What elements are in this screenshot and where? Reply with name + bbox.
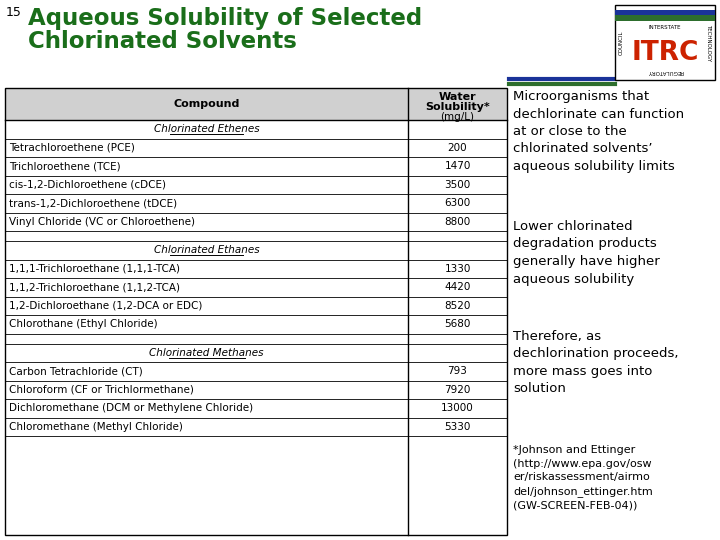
Text: Chloroform (CF or Trichlormethane): Chloroform (CF or Trichlormethane): [9, 384, 194, 395]
Bar: [5, 88, 507, 120]
Text: 3500: 3500: [444, 180, 471, 190]
Text: Aqueous Solubility of Selected: Aqueous Solubility of Selected: [28, 7, 422, 30]
Text: *Johnson and Ettinger
(http://www.epa.gov/osw
er/riskassessment/airmo
del/johnso: *Johnson and Ettinger (http://www.epa.go…: [513, 445, 653, 510]
Text: 5330: 5330: [444, 422, 471, 432]
Text: 6300: 6300: [444, 198, 471, 208]
Text: 4420: 4420: [444, 282, 471, 292]
Bar: [5, 334, 507, 343]
Text: 793: 793: [448, 366, 467, 376]
Text: ITRC: ITRC: [631, 39, 698, 65]
Text: 7920: 7920: [444, 384, 471, 395]
Text: Chlorinated Ethenes: Chlorinated Ethenes: [153, 124, 259, 134]
Text: cis-1,2-Dichloroethene (cDCE): cis-1,2-Dichloroethene (cDCE): [9, 180, 166, 190]
Text: Vinyl Chloride (VC or Chloroethene): Vinyl Chloride (VC or Chloroethene): [9, 217, 195, 227]
Text: COUNCIL: COUNCIL: [619, 30, 624, 55]
Bar: [615, 10, 715, 15]
Text: Lower chlorinated
degradation products
generally have higher
aqueous solubility: Lower chlorinated degradation products g…: [513, 220, 660, 286]
Text: Chlorinated Ethanes: Chlorinated Ethanes: [153, 245, 259, 255]
Text: Trichloroethene (TCE): Trichloroethene (TCE): [9, 161, 121, 171]
Text: 200: 200: [448, 143, 467, 153]
Text: Chloromethane (Methyl Chloride): Chloromethane (Methyl Chloride): [9, 422, 183, 432]
Text: INTERSTATE: INTERSTATE: [649, 25, 681, 30]
Text: 1330: 1330: [444, 264, 471, 274]
Text: 15: 15: [6, 6, 22, 19]
Text: 1470: 1470: [444, 161, 471, 171]
Text: Compound: Compound: [174, 99, 240, 109]
Bar: [5, 88, 507, 535]
Text: Water: Water: [438, 92, 477, 102]
Text: Chlorinated Solvents: Chlorinated Solvents: [28, 30, 297, 53]
Text: Dichloromethane (DCM or Methylene Chloride): Dichloromethane (DCM or Methylene Chlori…: [9, 403, 253, 413]
Text: Chlorothane (Ethyl Chloride): Chlorothane (Ethyl Chloride): [9, 319, 158, 329]
Bar: [5, 88, 507, 535]
Text: 1,1,2-Trichloroethane (1,1,2-TCA): 1,1,2-Trichloroethane (1,1,2-TCA): [9, 282, 180, 292]
Text: Carbon Tetrachloride (CT): Carbon Tetrachloride (CT): [9, 366, 143, 376]
Text: 5680: 5680: [444, 319, 471, 329]
Text: 8520: 8520: [444, 301, 471, 310]
Text: Solubility*: Solubility*: [425, 102, 490, 112]
Text: 8800: 8800: [444, 217, 471, 227]
Text: Therefore, as
dechlorination proceeds,
more mass goes into
solution: Therefore, as dechlorination proceeds, m…: [513, 330, 678, 395]
Text: Microorganisms that
dechlorinate can function
at or close to the
chlorinated sol: Microorganisms that dechlorinate can fun…: [513, 90, 684, 173]
Bar: [615, 15, 715, 21]
Text: TECHNOLOGY: TECHNOLOGY: [706, 24, 711, 61]
Text: REGULATORY: REGULATORY: [647, 69, 683, 74]
Text: 1,1,1-Trichloroethane (1,1,1-TCA): 1,1,1-Trichloroethane (1,1,1-TCA): [9, 264, 180, 274]
Text: 1,2-Dichloroethane (1,2-DCA or EDC): 1,2-Dichloroethane (1,2-DCA or EDC): [9, 301, 202, 310]
Text: 13000: 13000: [441, 403, 474, 413]
Text: Tetrachloroethene (PCE): Tetrachloroethene (PCE): [9, 143, 135, 153]
Text: trans-1,2-Dichloroethene (tDCE): trans-1,2-Dichloroethene (tDCE): [9, 198, 177, 208]
Bar: [5, 231, 507, 241]
Text: (mg/L): (mg/L): [441, 112, 474, 122]
Bar: [615, 5, 715, 80]
Text: Chlorinated Methanes: Chlorinated Methanes: [149, 348, 264, 357]
